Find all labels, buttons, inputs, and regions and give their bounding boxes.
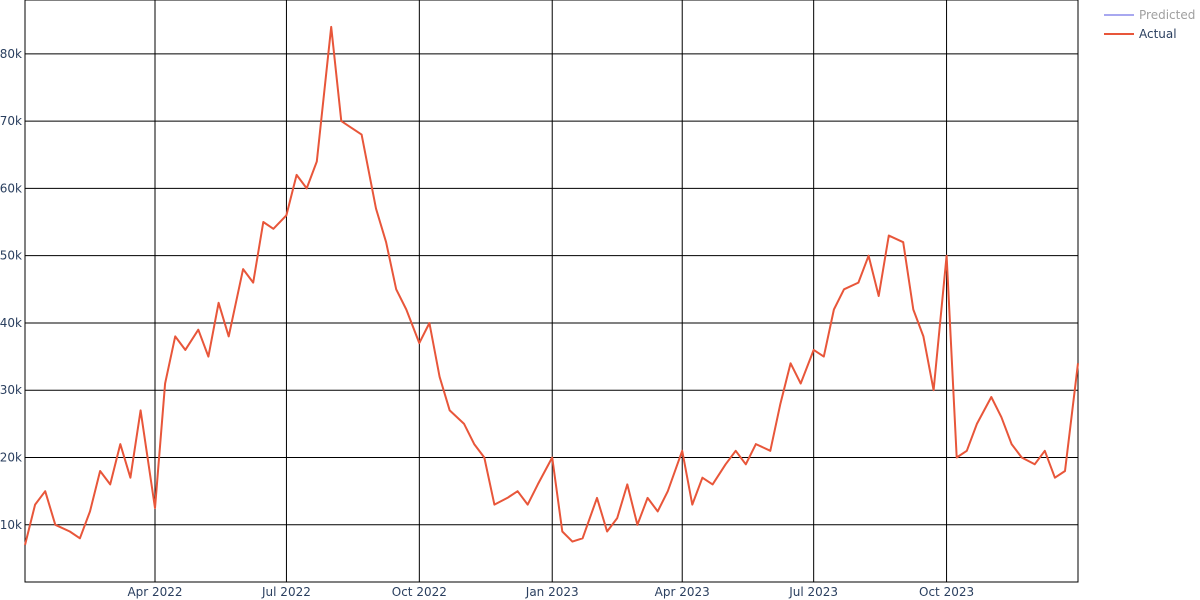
legend-label-actual: Actual bbox=[1139, 27, 1177, 41]
legend-item-predicted[interactable]: Predicted bbox=[1104, 8, 1195, 22]
y-tick-label: 30k bbox=[0, 383, 22, 397]
x-tick-label: Oct 2023 bbox=[919, 585, 974, 599]
legend-label-predicted: Predicted bbox=[1139, 8, 1195, 22]
x-tick-label: Apr 2022 bbox=[127, 585, 182, 599]
series-line-actual bbox=[24, 25, 1079, 546]
x-tick-label: Oct 2022 bbox=[392, 585, 447, 599]
y-tick-label: 50k bbox=[0, 249, 22, 263]
x-tick-label: Jan 2023 bbox=[525, 585, 579, 599]
x-tick-label: Apr 2023 bbox=[655, 585, 710, 599]
y-tick-label: 70k bbox=[0, 114, 22, 128]
y-tick-label: 80k bbox=[0, 47, 22, 61]
plot-area bbox=[25, 0, 1078, 582]
y-tick-label: 20k bbox=[0, 451, 22, 465]
y-tick-label: 60k bbox=[0, 181, 22, 195]
x-axis-ticks: Apr 2022 Jul 2022 Oct 2022 Jan 2023 Apr 2023… bbox=[127, 585, 974, 599]
legend-item-actual[interactable]: Actual bbox=[1104, 27, 1177, 41]
x-gridlines bbox=[154, 0, 948, 582]
legend[interactable]: Predicted Actual bbox=[1104, 8, 1195, 41]
y-tick-label: 10k bbox=[0, 518, 22, 532]
y-tick-label: 40k bbox=[0, 316, 22, 330]
x-tick-label: Jul 2022 bbox=[261, 585, 311, 599]
y-axis-ticks: 10k 20k 30k 40k 50k 60k 70k 80k bbox=[0, 47, 22, 532]
x-tick-label: Jul 2023 bbox=[788, 585, 838, 599]
plot-frame bbox=[24, 0, 1079, 583]
y-gridlines bbox=[25, 53, 1078, 526]
series-layer bbox=[24, 25, 1079, 546]
